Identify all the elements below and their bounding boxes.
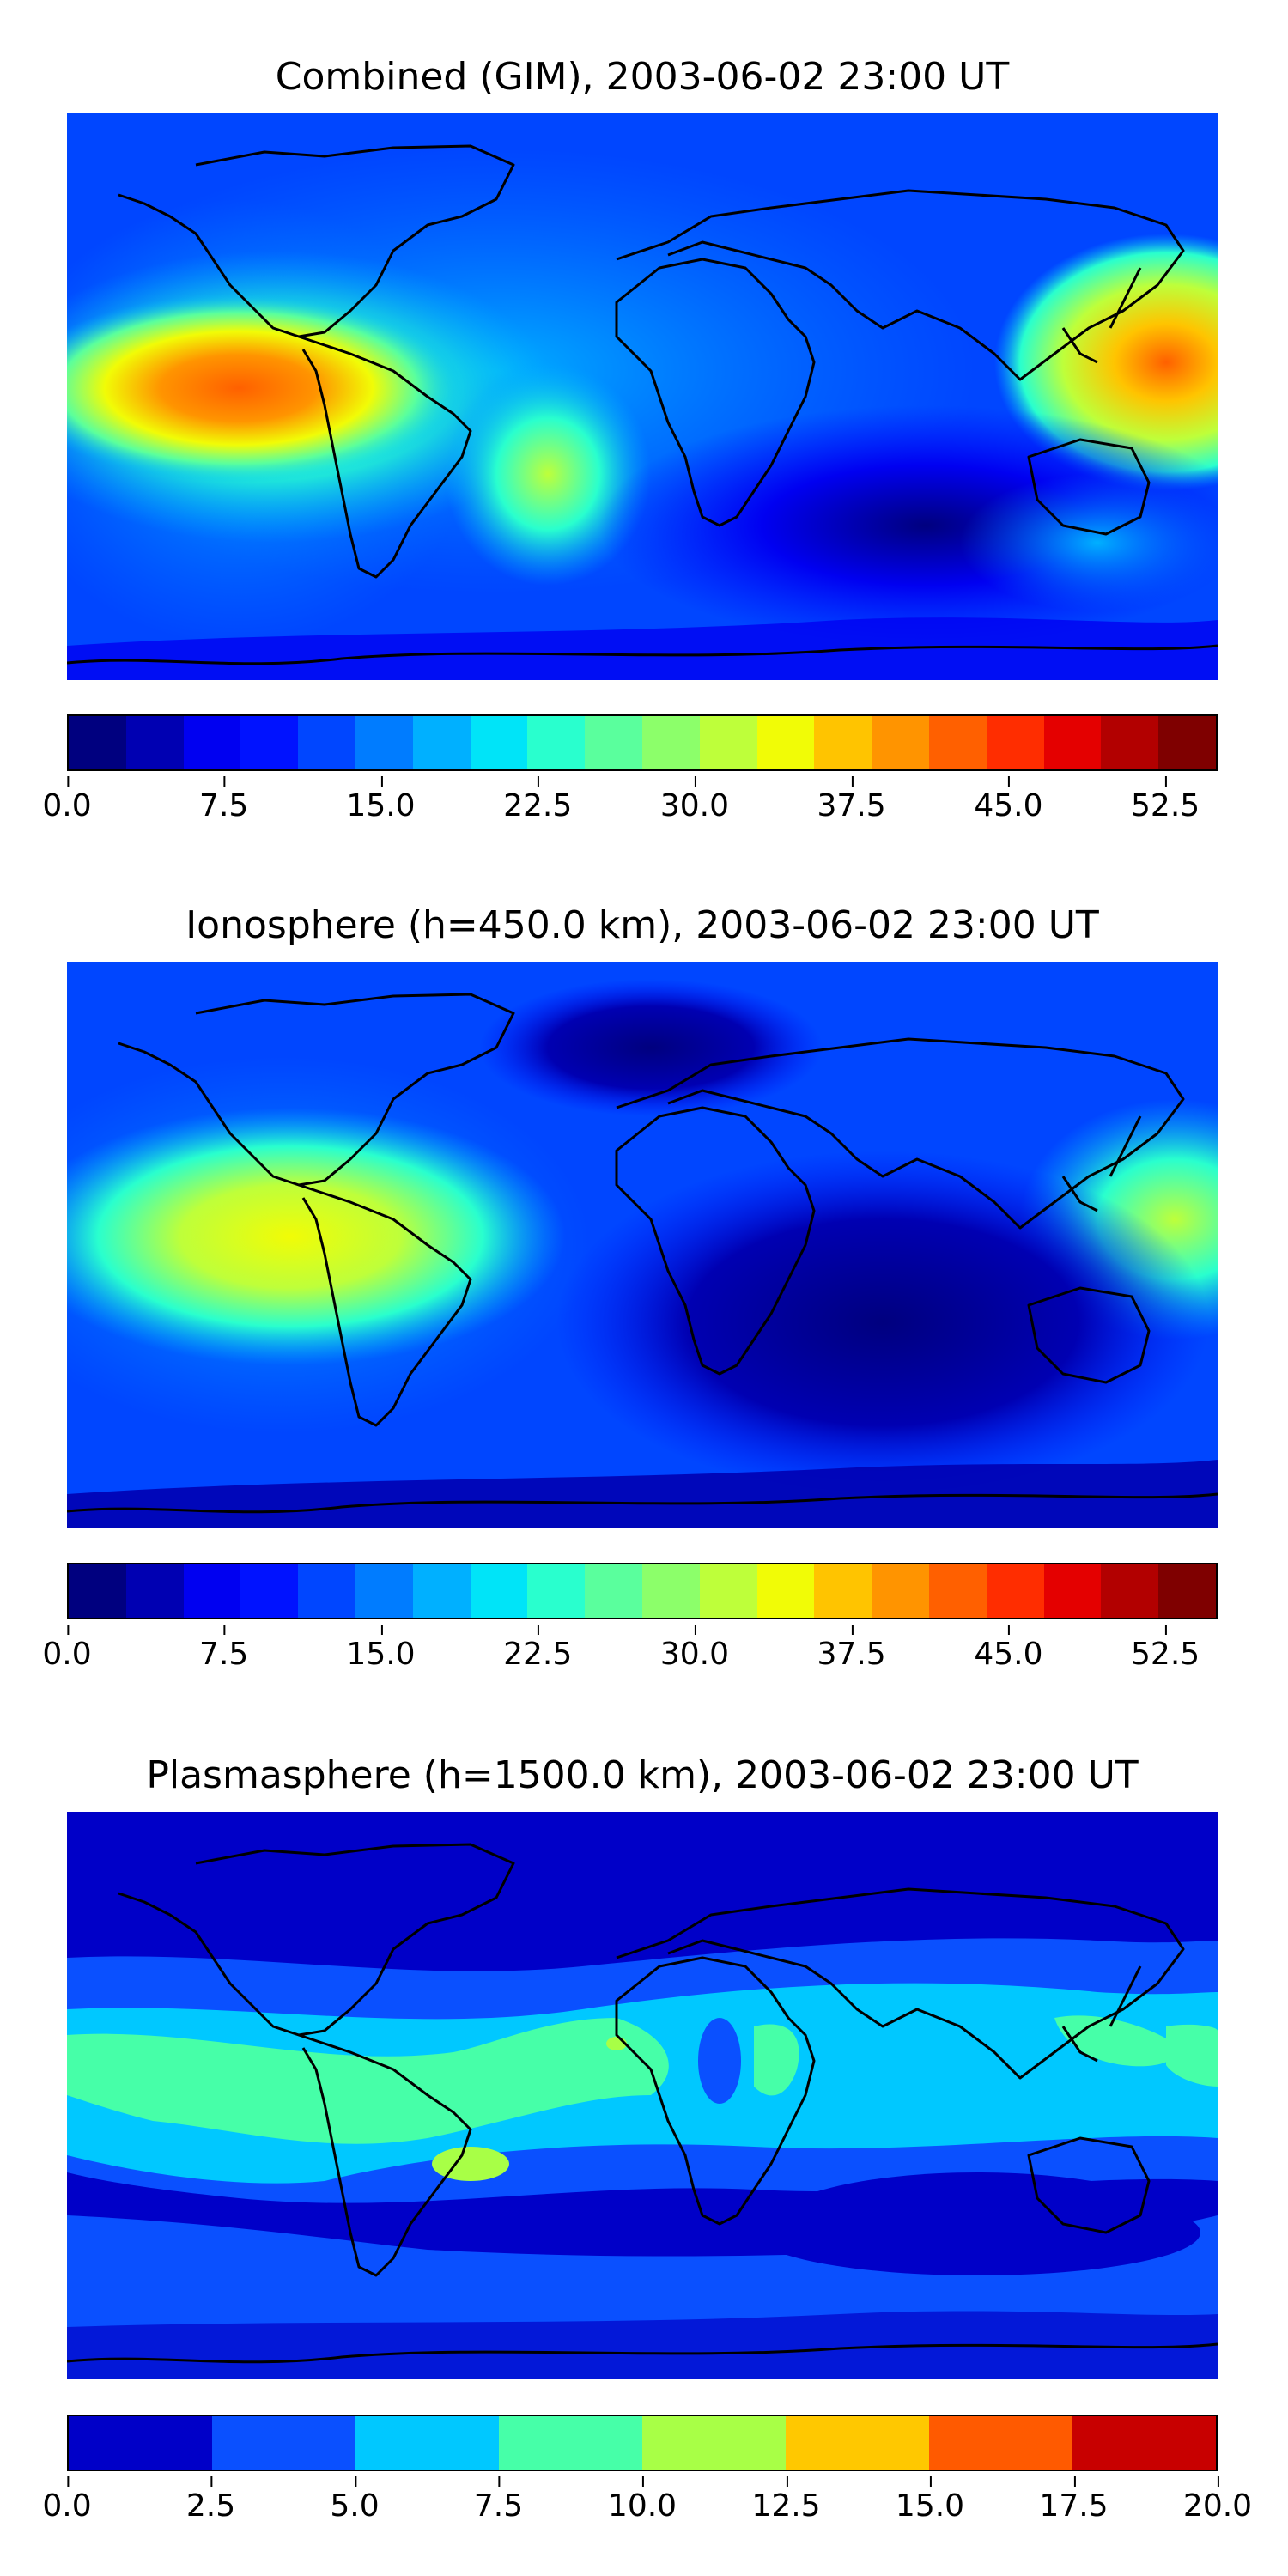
colorbar-segment — [240, 716, 299, 769]
colorbar-segment — [1072, 2416, 1216, 2470]
colorbar-segment — [69, 1564, 126, 1618]
colorbar-segment — [642, 2416, 786, 2470]
colorbar-segment — [585, 1564, 642, 1618]
colorbar-segment — [183, 716, 241, 769]
colorbar-segment — [1101, 716, 1159, 769]
colorbar-tick-label: 45.0 — [974, 776, 1043, 823]
colorbar-tick-label: 7.5 — [199, 1625, 249, 1672]
colorbar-tick-label: 2.5 — [185, 2476, 236, 2524]
colorbar-segment — [355, 716, 413, 769]
map-plasmasphere — [67, 1812, 1218, 2379]
colorbar-tick-label: 17.5 — [1039, 2476, 1109, 2524]
colorbar-segment — [814, 716, 872, 769]
colorbar-segment — [641, 1564, 700, 1618]
colorbar-segment — [699, 716, 757, 769]
colorbar-ionosphere — [67, 1563, 1218, 1619]
colorbar-tick-label: 5.0 — [330, 2476, 380, 2524]
colorbar-segment — [355, 2416, 499, 2470]
colorbar-segment — [814, 1564, 872, 1618]
colorbar-segment — [641, 716, 700, 769]
colorbar-segment — [928, 716, 987, 769]
colorbar-ticks-plasmasphere: 0.0 2.5 5.0 7.5 10.0 12.5 15.0 17.5 20.0 — [42, 2476, 1252, 2540]
colorbar-segment — [69, 2416, 212, 2470]
colorbar-tick-label: 0.0 — [42, 776, 92, 823]
map-ionosphere — [67, 962, 1218, 1528]
colorbar-segment — [929, 2416, 1072, 2470]
colorbar-segment — [183, 1564, 241, 1618]
colorbar-ticks-combined: 0.0 7.5 15.0 22.5 30.0 37.5 45.0 52.5 — [42, 776, 1218, 840]
colorbar-plasmasphere — [67, 2415, 1218, 2471]
colorbar-tick-label: 15.0 — [346, 1625, 416, 1672]
colorbar-segment — [1043, 1564, 1102, 1618]
colorbar-segment — [125, 1564, 184, 1618]
colorbar-segment — [1158, 716, 1216, 769]
colorbar-ticks-ionosphere: 0.0 7.5 15.0 22.5 30.0 37.5 45.0 52.5 — [42, 1625, 1218, 1688]
colorbar-segment — [412, 1564, 471, 1618]
colorbar-segment — [69, 716, 126, 769]
colorbar-tick-label: 0.0 — [42, 1625, 92, 1672]
colorbar-segment — [1158, 1564, 1216, 1618]
colorbar-segment — [527, 716, 586, 769]
colorbar-tick-label: 45.0 — [974, 1625, 1043, 1672]
colorbar-segment — [1043, 716, 1102, 769]
colorbar-segment — [470, 1564, 528, 1618]
colorbar-tick-label: 7.5 — [473, 2476, 524, 2524]
colorbar-segment — [212, 2416, 355, 2470]
colorbar-segment — [499, 2416, 642, 2470]
panel-title-plasmasphere: Plasmasphere (h=1500.0 km), 2003-06-02 2… — [146, 1753, 1139, 1797]
colorbar-tick-label: 30.0 — [659, 1625, 729, 1672]
colorbar-segment — [872, 1564, 929, 1618]
colorbar-tick-label: 10.0 — [607, 2476, 677, 2524]
panel-title-combined: Combined (GIM), 2003-06-02 23:00 UT — [275, 55, 1010, 99]
colorbar-tick-label: 52.5 — [1131, 1625, 1200, 1672]
colorbar-tick-label: 12.5 — [751, 2476, 821, 2524]
colorbar-tick-label: 20.0 — [1182, 2476, 1253, 2524]
colorbar-tick-label: 22.5 — [503, 1625, 573, 1672]
colorbar-tick-label: 37.5 — [817, 1625, 886, 1672]
colorbar-segment — [699, 1564, 757, 1618]
colorbar-segment — [756, 1564, 815, 1618]
colorbar-segment — [355, 1564, 413, 1618]
colorbar-tick-label: 52.5 — [1131, 776, 1200, 823]
colorbar-segment — [298, 716, 355, 769]
colorbar-segment — [585, 716, 642, 769]
colorbar-segment — [527, 1564, 586, 1618]
panel-title-ionosphere: Ionosphere (h=450.0 km), 2003-06-02 23:0… — [185, 903, 1099, 947]
colorbar-segment — [470, 716, 528, 769]
colorbar-segment — [786, 2416, 929, 2470]
colorbar-segment — [412, 716, 471, 769]
colorbar-tick-label: 15.0 — [895, 2476, 965, 2524]
colorbar-segment — [1101, 1564, 1159, 1618]
colorbar-tick-label: 22.5 — [503, 776, 573, 823]
colorbar-combined — [67, 714, 1218, 771]
colorbar-tick-label: 7.5 — [199, 776, 249, 823]
colorbar-segment — [298, 1564, 355, 1618]
colorbar-tick-label: 15.0 — [346, 776, 416, 823]
colorbar-segment — [872, 716, 929, 769]
colorbar-segment — [986, 1564, 1044, 1618]
map-combined — [67, 113, 1218, 680]
colorbar-tick-label: 37.5 — [817, 776, 886, 823]
colorbar-segment — [928, 1564, 987, 1618]
colorbar-tick-label: 0.0 — [42, 2476, 92, 2524]
colorbar-segment — [125, 716, 184, 769]
colorbar-segment — [986, 716, 1044, 769]
colorbar-tick-label: 30.0 — [659, 776, 729, 823]
colorbar-segment — [240, 1564, 299, 1618]
colorbar-segment — [756, 716, 815, 769]
